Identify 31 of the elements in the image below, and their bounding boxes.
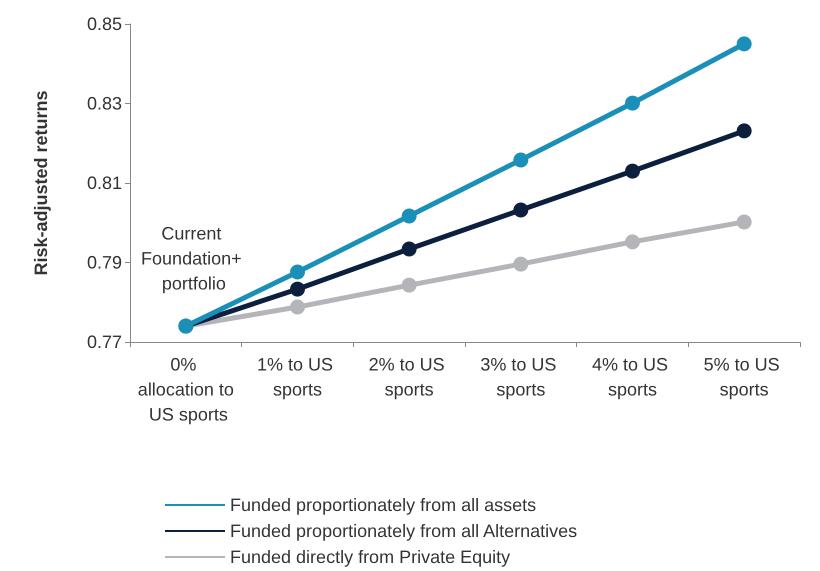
point <box>290 300 305 315</box>
y-tick-label: 0.81 <box>86 173 122 193</box>
legend-label: Funded proportionately from all Alternatives <box>230 521 578 541</box>
point <box>290 264 305 280</box>
x-tick-label: 5% to US sports <box>704 354 785 400</box>
point <box>513 202 528 218</box>
x-tick-label: 3% to US sports <box>480 354 562 400</box>
point <box>290 282 305 297</box>
point <box>402 208 417 224</box>
point <box>736 214 752 230</box>
x-tick-label: 2% to US sports <box>368 354 450 400</box>
y-axis-title: Risk-adjusted returns <box>31 90 51 276</box>
x-tick-label: 1% to US sports <box>256 354 338 400</box>
point <box>625 96 640 111</box>
legend-label: Funded directly from Private Equity <box>230 547 510 567</box>
point <box>625 164 640 179</box>
point <box>513 256 528 272</box>
point <box>402 278 417 293</box>
point <box>625 234 640 250</box>
point <box>736 36 752 52</box>
point <box>402 241 417 256</box>
y-tick-label: 0.83 <box>86 94 122 114</box>
x-tick-label: 4% to US sports <box>592 354 674 400</box>
y-tick-label: 0.79 <box>86 252 122 272</box>
annotation: Current Foundation+ portfolio <box>141 224 247 294</box>
legend-label: Funded proportionately from all assets <box>230 495 536 515</box>
point <box>736 123 752 138</box>
point <box>513 152 528 168</box>
x-tick-label: 0% allocation to US sports <box>138 354 234 424</box>
y-tick-label: 0.77 <box>86 332 122 352</box>
y-tick-label: 0.85 <box>86 14 122 34</box>
